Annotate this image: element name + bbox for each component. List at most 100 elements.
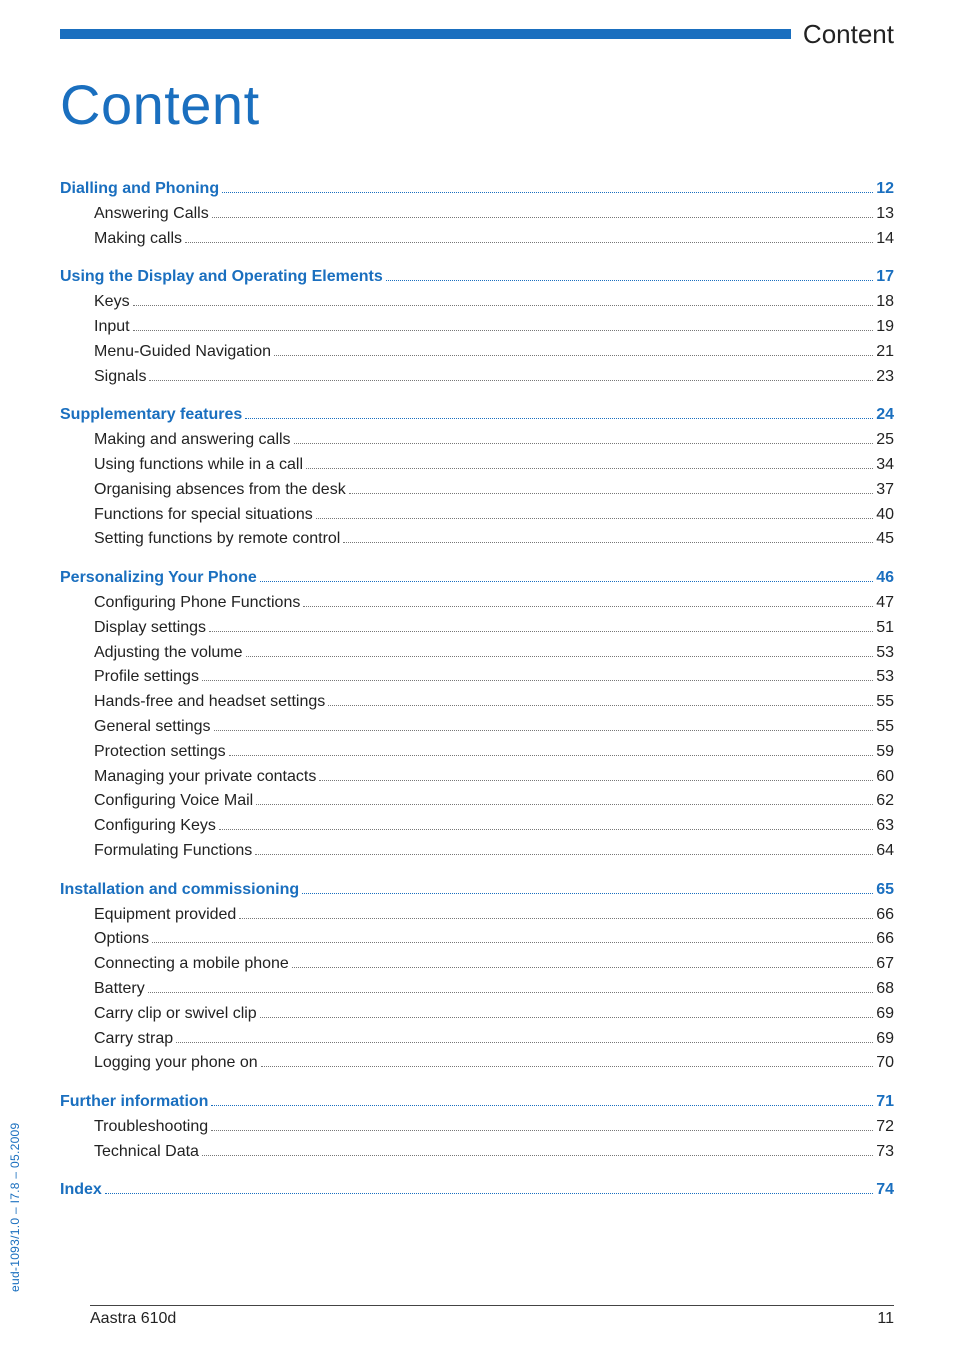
toc-label: Troubleshooting	[94, 1115, 208, 1140]
toc-label: Logging your phone on	[94, 1051, 258, 1076]
toc-leader-dots	[303, 606, 873, 607]
toc-sub-row[interactable]: Hands-free and headset settings55	[60, 690, 894, 715]
toc-label: Menu-Guided Navigation	[94, 340, 271, 365]
toc-sub-row[interactable]: Answering Calls13	[60, 202, 894, 227]
toc-page-number: 24	[876, 403, 894, 428]
toc-sub-row[interactable]: Options66	[60, 927, 894, 952]
toc-page-number: 71	[876, 1090, 894, 1115]
toc-label: Input	[94, 315, 130, 340]
toc-heading-row[interactable]: Further information 71	[60, 1090, 894, 1115]
toc-label: Using the Display and Operating Elements	[60, 265, 383, 290]
toc-page-number: 64	[876, 839, 894, 864]
toc-sub-row[interactable]: Carry clip or swivel clip 69	[60, 1002, 894, 1027]
toc-label: Managing your private contacts	[94, 765, 316, 790]
toc-sub-row[interactable]: Managing your private contacts 60	[60, 765, 894, 790]
toc-sub-row[interactable]: Display settings 51	[60, 616, 894, 641]
toc-page-number: 47	[876, 591, 894, 616]
toc-heading-row[interactable]: Dialling and Phoning 12	[60, 177, 894, 202]
toc-leader-dots	[260, 581, 873, 582]
toc-page-number: 68	[876, 977, 894, 1002]
toc-heading-row[interactable]: Installation and commissioning 65	[60, 878, 894, 903]
toc-leader-dots	[319, 780, 873, 781]
toc-leader-dots	[316, 518, 873, 519]
toc-sub-row[interactable]: Setting functions by remote control45	[60, 527, 894, 552]
toc-page-number: 69	[876, 1002, 894, 1027]
toc-label: Display settings	[94, 616, 206, 641]
toc-sub-row[interactable]: Making calls14	[60, 227, 894, 252]
toc-sub-row[interactable]: General settings55	[60, 715, 894, 740]
toc-leader-dots	[260, 1017, 874, 1018]
toc-leader-dots	[214, 730, 874, 731]
toc-leader-dots	[261, 1066, 874, 1067]
toc-section: Installation and commissioning 65Equipme…	[60, 878, 894, 1076]
toc-sub-row[interactable]: Technical Data73	[60, 1140, 894, 1165]
toc-page-number: 69	[876, 1027, 894, 1052]
toc-leader-dots	[133, 330, 874, 331]
toc-label: Formulating Functions	[94, 839, 252, 864]
toc-label: Installation and commissioning	[60, 878, 299, 903]
toc-sub-row[interactable]: Configuring Keys63	[60, 814, 894, 839]
toc-sub-row[interactable]: Organising absences from the desk37	[60, 478, 894, 503]
toc-heading-row[interactable]: Using the Display and Operating Elements…	[60, 265, 894, 290]
toc-leader-dots	[202, 1155, 873, 1156]
toc-leader-dots	[256, 804, 873, 805]
toc-heading-row[interactable]: Index 74	[60, 1178, 894, 1203]
toc-page-number: 60	[876, 765, 894, 790]
toc-sub-row[interactable]: Protection settings59	[60, 740, 894, 765]
toc-sub-row[interactable]: Using functions while in a call34	[60, 453, 894, 478]
toc-label: Options	[94, 927, 149, 952]
toc-sub-row[interactable]: Menu-Guided Navigation21	[60, 340, 894, 365]
toc-page-number: 37	[876, 478, 894, 503]
toc-sub-row[interactable]: Making and answering calls25	[60, 428, 894, 453]
toc-sub-row[interactable]: Adjusting the volume53	[60, 641, 894, 666]
toc-sub-row[interactable]: Equipment provided66	[60, 903, 894, 928]
toc-leader-dots	[212, 217, 873, 218]
toc-sub-row[interactable]: Keys18	[60, 290, 894, 315]
toc-sub-row[interactable]: Input19	[60, 315, 894, 340]
toc-label: Keys	[94, 290, 130, 315]
toc-sub-row[interactable]: Configuring Phone Functions47	[60, 591, 894, 616]
toc-sub-row[interactable]: Logging your phone on70	[60, 1051, 894, 1076]
toc-page-number: 17	[876, 265, 894, 290]
toc-page-number: 51	[876, 616, 894, 641]
toc-leader-dots	[294, 443, 874, 444]
toc-page-number: 59	[876, 740, 894, 765]
toc-leader-dots	[185, 242, 873, 243]
toc-sub-row[interactable]: Configuring Voice Mail62	[60, 789, 894, 814]
toc-heading-row[interactable]: Personalizing Your Phone 46	[60, 566, 894, 591]
toc-sub-row[interactable]: Troubleshooting72	[60, 1115, 894, 1140]
toc-sub-row[interactable]: Signals23	[60, 365, 894, 390]
toc-leader-dots	[148, 992, 874, 993]
footer-page-number: 11	[877, 1310, 894, 1328]
toc-label: General settings	[94, 715, 211, 740]
toc-leader-dots	[211, 1130, 873, 1131]
toc-page-number: 14	[876, 227, 894, 252]
toc-sub-row[interactable]: Profile settings53	[60, 665, 894, 690]
toc-label: Index	[60, 1178, 102, 1203]
toc-page-number: 55	[876, 690, 894, 715]
toc-sub-row[interactable]: Battery68	[60, 977, 894, 1002]
toc-page-number: 66	[876, 903, 894, 928]
toc-leader-dots	[176, 1042, 873, 1043]
toc-sub-row[interactable]: Formulating Functions 64	[60, 839, 894, 864]
toc-leader-dots	[239, 918, 873, 919]
toc-page-number: 53	[876, 641, 894, 666]
toc-label: Profile settings	[94, 665, 199, 690]
toc-page-number: 13	[876, 202, 894, 227]
toc-sub-row[interactable]: Carry strap69	[60, 1027, 894, 1052]
table-of-contents: Dialling and Phoning 12Answering Calls13…	[60, 177, 894, 1203]
toc-section: Using the Display and Operating Elements…	[60, 265, 894, 389]
toc-page-number: 67	[876, 952, 894, 977]
toc-sub-row[interactable]: Connecting a mobile phone67	[60, 952, 894, 977]
header-bar: Content	[60, 20, 894, 48]
toc-sub-row[interactable]: Functions for special situations40	[60, 503, 894, 528]
toc-page-number: 63	[876, 814, 894, 839]
toc-label: Configuring Voice Mail	[94, 789, 253, 814]
toc-label: Carry clip or swivel clip	[94, 1002, 257, 1027]
toc-page-number: 25	[876, 428, 894, 453]
toc-heading-row[interactable]: Supplementary features 24	[60, 403, 894, 428]
toc-leader-dots	[222, 192, 873, 193]
toc-page-number: 73	[876, 1140, 894, 1165]
page-title: Content	[60, 72, 894, 137]
toc-leader-dots	[343, 542, 873, 543]
